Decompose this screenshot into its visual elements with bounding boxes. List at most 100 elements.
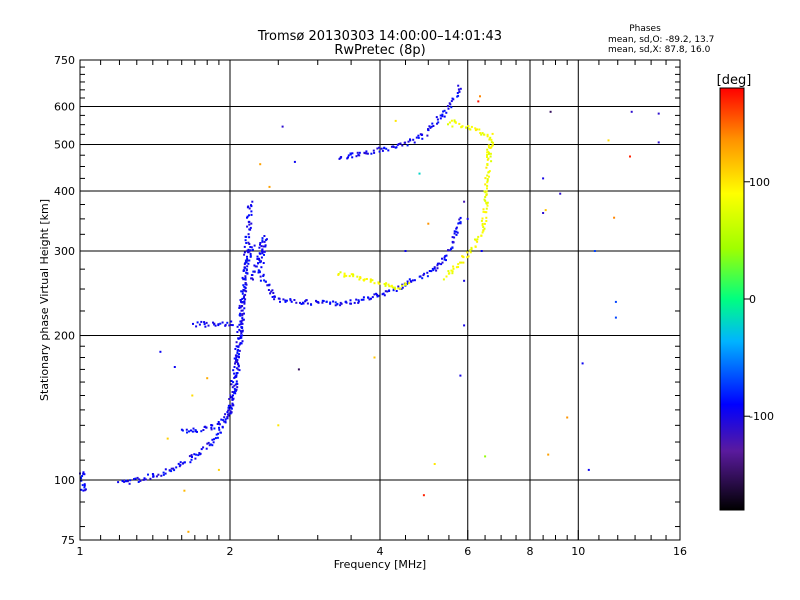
data-point: [239, 323, 242, 326]
data-point: [181, 429, 184, 432]
data-point: [437, 121, 440, 124]
data-point: [430, 125, 433, 128]
data-point: [238, 349, 241, 352]
data-point: [244, 277, 247, 279]
data-point: [357, 299, 360, 302]
data-point: [470, 247, 473, 250]
data-point: [261, 239, 264, 242]
data-point: [544, 209, 547, 212]
data-point: [435, 116, 438, 119]
data-point: [199, 452, 202, 455]
data-point: [458, 90, 461, 93]
colorbar: [719, 87, 745, 511]
data-point: [251, 200, 254, 203]
data-point: [257, 271, 260, 274]
data-point: [483, 227, 486, 230]
data-point: [183, 489, 186, 492]
data-point: [246, 272, 249, 275]
data-point: [467, 125, 470, 127]
data-point: [235, 341, 238, 344]
data-point: [388, 285, 391, 288]
data-point: [172, 467, 175, 470]
data-point: [419, 275, 422, 278]
data-point: [407, 282, 410, 284]
data-point: [347, 156, 349, 159]
data-point: [231, 404, 234, 407]
data-point: [227, 409, 230, 412]
data-point: [339, 271, 342, 274]
data-point: [486, 156, 488, 158]
data-point: [212, 441, 215, 444]
data-point: [211, 444, 214, 447]
data-point: [240, 334, 242, 337]
data-point: [202, 446, 205, 449]
data-point: [246, 258, 249, 260]
data-point: [250, 205, 253, 208]
data-point: [459, 216, 462, 219]
data-point: [385, 147, 388, 150]
data-point: [456, 231, 459, 234]
data-point: [486, 164, 489, 166]
data-point: [321, 299, 324, 302]
data-point: [428, 125, 431, 128]
data-point: [224, 420, 227, 423]
data-point: [413, 141, 416, 144]
data-point: [235, 345, 238, 348]
data-point: [614, 316, 617, 319]
y-tick-label: 75: [61, 534, 75, 547]
data-point: [230, 380, 233, 382]
data-point: [369, 279, 372, 282]
data-point: [406, 144, 409, 147]
data-point: [243, 269, 246, 272]
data-point: [452, 241, 455, 244]
data-point: [349, 152, 352, 155]
data-point: [366, 152, 369, 155]
data-point: [344, 300, 347, 303]
data-point: [232, 394, 234, 397]
data-point: [128, 482, 131, 485]
data-point: [247, 233, 250, 236]
data-point: [175, 466, 178, 469]
data-point: [305, 299, 308, 302]
data-point: [242, 318, 245, 321]
data-point: [241, 322, 244, 325]
data-point: [80, 477, 83, 480]
data-point: [392, 289, 395, 292]
data-point: [433, 463, 436, 465]
data-point: [485, 211, 488, 214]
data-point: [347, 154, 350, 157]
y-tick-label: 400: [54, 185, 75, 198]
data-point: [226, 321, 229, 324]
data-point: [390, 145, 393, 148]
data-point: [481, 217, 484, 220]
data-point: [293, 299, 296, 301]
data-point: [401, 144, 404, 147]
data-point: [336, 302, 339, 305]
data-point: [230, 411, 233, 414]
data-point: [484, 211, 487, 214]
data-point: [408, 282, 411, 285]
data-point: [170, 470, 173, 473]
data-point: [259, 279, 262, 282]
data-point: [252, 278, 254, 281]
data-point: [197, 454, 200, 457]
data-point: [337, 273, 340, 276]
data-point: [152, 475, 155, 478]
data-point: [295, 301, 298, 304]
data-point: [386, 290, 389, 293]
data-point: [258, 271, 261, 274]
data-point: [216, 436, 219, 439]
data-point: [168, 469, 171, 472]
data-point: [179, 461, 182, 464]
data-point: [223, 416, 226, 419]
data-point: [451, 236, 454, 239]
data-point: [417, 134, 420, 137]
data-point: [474, 127, 477, 130]
data-point: [234, 392, 237, 395]
data-point: [259, 252, 262, 255]
data-point: [211, 424, 214, 427]
data-point: [433, 266, 436, 269]
data-point: [370, 297, 372, 300]
data-point: [279, 300, 281, 303]
data-point: [240, 342, 243, 345]
